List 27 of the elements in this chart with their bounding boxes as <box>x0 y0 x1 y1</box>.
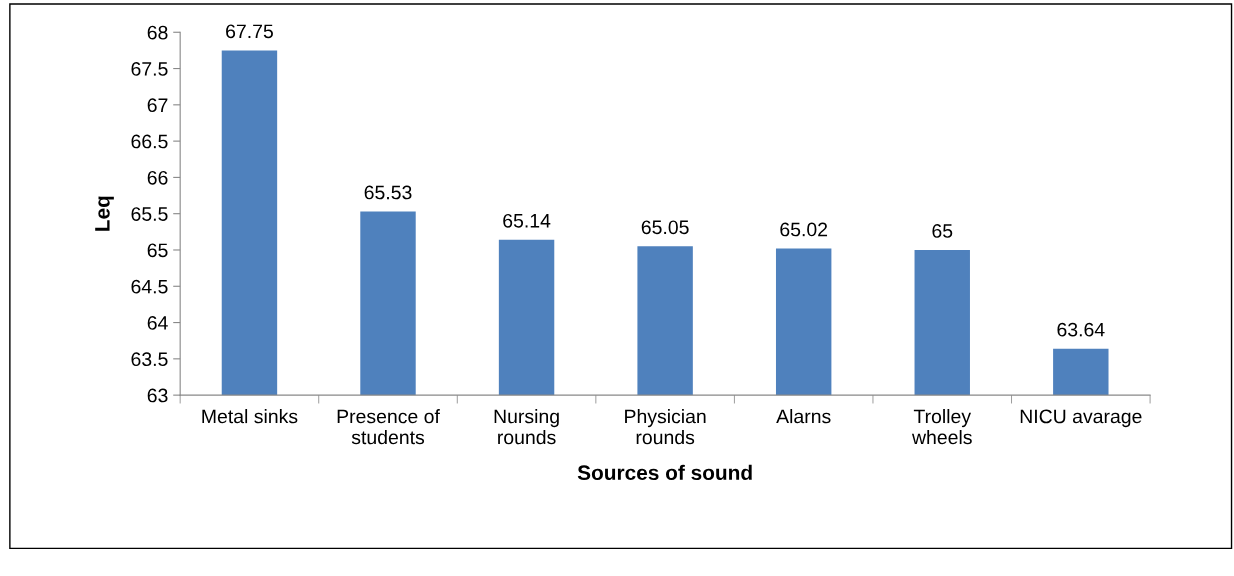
y-tick-label: 63 <box>147 388 168 403</box>
y-tick-label: 63.5 <box>131 352 168 367</box>
data-label: 65.14 <box>503 213 551 228</box>
data-label: 65.53 <box>364 185 412 200</box>
x-tick-label: NICU avarage <box>1020 409 1142 428</box>
y-axis-title: Leq <box>95 196 114 231</box>
x-tick-label: Presence of students <box>337 409 440 445</box>
y-tick-label: 66.5 <box>131 134 168 149</box>
x-tick-label: Metal sinks <box>202 409 298 424</box>
x-tick-label: Alarns <box>776 409 831 424</box>
data-label: 63.64 <box>1057 322 1105 337</box>
data-label: 65.02 <box>780 222 828 237</box>
data-label: 65.05 <box>641 220 689 235</box>
y-tick-label: 65.5 <box>131 207 168 221</box>
y-tick-label: 66 <box>147 170 168 185</box>
x-tick-label: Trolley wheels <box>911 409 972 445</box>
data-label: 67.75 <box>226 24 273 39</box>
y-tick-label: 67.5 <box>131 62 168 76</box>
y-tick-label: 64 <box>147 316 168 330</box>
x-tick-label: Nursing rounds <box>494 409 559 445</box>
data-label: 65 <box>932 224 953 238</box>
y-tick-label: 64.5 <box>131 279 168 294</box>
y-tick-label: 68 <box>147 25 168 40</box>
x-tick-label: Physician rounds <box>625 409 706 445</box>
x-axis-title: Sources of sound <box>577 464 752 481</box>
y-tick-label: 67 <box>147 98 168 113</box>
y-tick-label: 65 <box>147 243 168 258</box>
